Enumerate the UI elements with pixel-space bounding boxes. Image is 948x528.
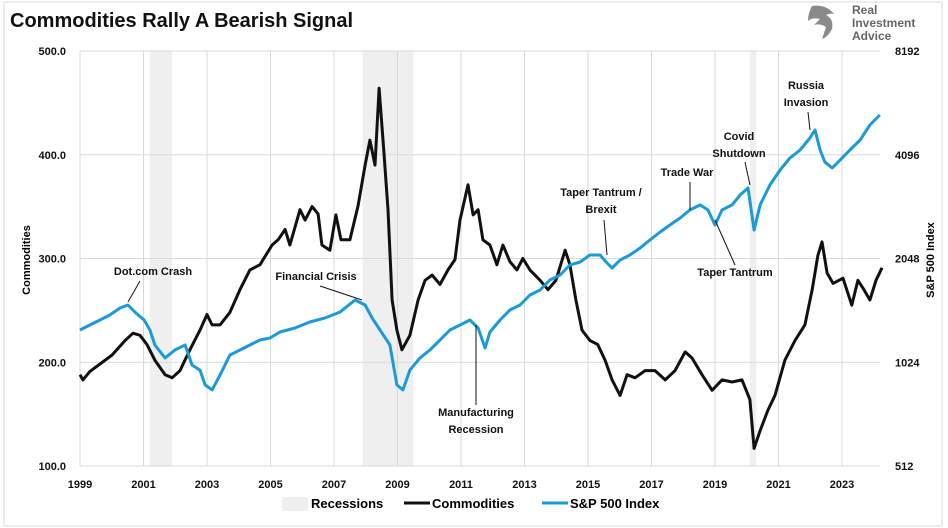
annotations: Dot.com Crash Financial Crisis Manufacturi… bbox=[114, 80, 829, 436]
y-tick-label-right: 2048 bbox=[895, 254, 919, 266]
y-tick-label-right: 4096 bbox=[895, 150, 919, 162]
x-tick-label: 2015 bbox=[576, 479, 600, 491]
logo-text-2: Investment bbox=[852, 16, 915, 30]
x-tick-label: 2001 bbox=[131, 479, 155, 491]
x-tick-label: 2023 bbox=[830, 479, 854, 491]
y-tick-label-right: 1024 bbox=[895, 357, 920, 369]
x-tick-label: 2011 bbox=[449, 479, 473, 491]
x-tick-label: 1999 bbox=[68, 479, 92, 491]
annotation-label: Invasion bbox=[784, 97, 829, 109]
logo-text-1: Real bbox=[852, 3, 877, 17]
x-tick-label: 2005 bbox=[258, 479, 282, 491]
legend-label-recessions: Recessions bbox=[311, 496, 383, 511]
y-tick-label-left: 100.0 bbox=[38, 461, 66, 473]
sp500-line bbox=[79, 113, 881, 392]
annotation-label: Trade War bbox=[661, 167, 714, 179]
chart-title: Commodities Rally A Bearish Signal bbox=[10, 10, 353, 32]
y-tick-label-left: 500.0 bbox=[38, 46, 66, 58]
annotation-label: Covid bbox=[724, 131, 755, 143]
annotation-leader-line bbox=[603, 219, 608, 256]
legend-label-commodities: Commodities bbox=[432, 496, 514, 511]
annotation-label: Taper Tantrum bbox=[697, 267, 773, 279]
annotation-label: Financial Crisis bbox=[275, 271, 356, 283]
legend-swatch-recessions bbox=[282, 497, 308, 511]
y-tick-label-left: 400.0 bbox=[38, 150, 66, 162]
legend-label-sp500: S&P 500 Index bbox=[570, 496, 660, 511]
annotation-leader-line bbox=[714, 219, 736, 266]
x-tick-label: 2003 bbox=[195, 479, 219, 491]
gridlines bbox=[79, 50, 880, 467]
x-tick-label: 2019 bbox=[703, 479, 727, 491]
logo: Real Investment Advice bbox=[808, 3, 915, 43]
annotation-leader-line bbox=[807, 111, 811, 131]
y-tick-label-left: 200.0 bbox=[38, 357, 66, 369]
annotation-label: Shutdown bbox=[712, 148, 765, 160]
legend: Recessions Commodities S&P 500 Index bbox=[282, 496, 660, 511]
eagle-logo-icon bbox=[808, 5, 834, 39]
commodities-line bbox=[78, 86, 884, 450]
x-tick-label: 2021 bbox=[766, 479, 790, 491]
annotation-label: Russia bbox=[788, 80, 825, 92]
annotation-leader-line bbox=[127, 280, 141, 303]
y-tick-label-right: 512 bbox=[895, 461, 913, 473]
annotation-label: Brexit bbox=[585, 204, 617, 216]
annotation-leader-line bbox=[319, 285, 363, 301]
annotation-label: Taper Tantrum / bbox=[560, 187, 642, 199]
annotation-label: Recession bbox=[448, 424, 503, 436]
y-tick-label-left: 300.0 bbox=[38, 254, 66, 266]
x-tick-label: 2009 bbox=[385, 479, 409, 491]
x-tick-label: 2007 bbox=[322, 479, 346, 491]
chart-border bbox=[3, 1, 943, 527]
annotation-label: Dot.com Crash bbox=[114, 266, 193, 278]
annotation-leader-line bbox=[744, 161, 751, 186]
y-axis-label-left: Commodities bbox=[21, 225, 33, 295]
y-tick-label-right: 8192 bbox=[895, 46, 919, 58]
series-lines bbox=[78, 86, 884, 450]
x-tick-label: 2013 bbox=[512, 479, 536, 491]
x-tick-label: 2017 bbox=[639, 479, 663, 491]
annotation-label: Manufacturing bbox=[438, 407, 514, 419]
y-axis-label-right: S&P 500 Index bbox=[925, 221, 937, 297]
logo-text-3: Advice bbox=[852, 29, 892, 43]
tick-labels: 100.0 200.0 300.0 400.0 500.0 512 1024 2048 4096… bbox=[38, 46, 920, 491]
